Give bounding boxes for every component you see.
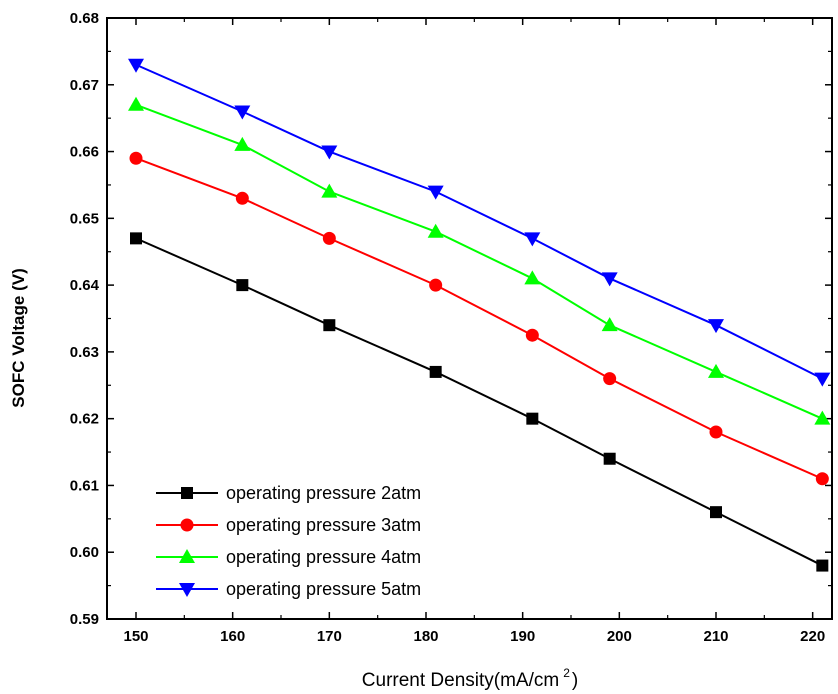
series-1: [130, 232, 829, 572]
legend-label: operating pressure 5atm: [226, 579, 421, 599]
series-line: [135, 157, 823, 480]
data-point: [321, 183, 338, 198]
y-axis-title: SOFC Voltage (V): [9, 268, 28, 407]
data-point: [429, 278, 443, 292]
y-tick-label: 0.63: [70, 344, 99, 361]
y-tick-label: 0.60: [70, 544, 99, 561]
x-axis-title-end: ): [572, 670, 578, 691]
legend-marker: [180, 518, 194, 532]
data-point: [603, 452, 616, 465]
x-tick-label: 210: [703, 628, 728, 645]
y-tick-label: 0.66: [70, 144, 99, 161]
legend-item: operating pressure 4atm: [156, 547, 421, 567]
y-tick-label: 0.64: [70, 277, 100, 294]
x-tick-label: 180: [413, 628, 438, 645]
y-tick-label: 0.67: [70, 77, 99, 94]
data-point: [234, 105, 251, 120]
x-tick-label: 150: [123, 628, 148, 645]
y-tick-label: 0.61: [70, 477, 99, 494]
y-tick-label: 0.62: [70, 411, 99, 428]
data-point: [128, 96, 144, 111]
data-point: [322, 231, 336, 245]
data-point: [815, 472, 829, 486]
legend-item: operating pressure 5atm: [156, 579, 421, 599]
legend-label: operating pressure 2atm: [226, 483, 421, 503]
series-4: [128, 58, 831, 387]
series-line: [135, 63, 823, 380]
legend-marker: [179, 549, 195, 563]
data-point: [710, 506, 722, 519]
y-tick-label: 0.59: [70, 611, 99, 628]
data-point: [814, 410, 831, 425]
x-axis-title: Current Density(mA/cm 2): [362, 666, 578, 691]
data-point: [526, 412, 539, 425]
data-point: [129, 151, 143, 165]
data-point: [814, 372, 831, 387]
legend-marker: [179, 583, 195, 597]
y-tick-label: 0.65: [70, 210, 99, 227]
series-line: [135, 103, 823, 420]
data-point: [429, 365, 442, 378]
legend-item: operating pressure 2atm: [156, 483, 421, 503]
data-point: [128, 58, 144, 73]
data-point: [427, 223, 444, 238]
data-point: [601, 272, 618, 287]
data-point: [525, 328, 539, 342]
data-point: [234, 136, 251, 151]
data-point: [235, 191, 249, 205]
data-point: [323, 319, 336, 332]
legend-label: operating pressure 3atm: [226, 515, 421, 535]
series-3: [128, 96, 831, 425]
data-point: [236, 279, 249, 292]
data-point: [816, 559, 829, 572]
legend: operating pressure 2atm operating pressur…: [156, 483, 421, 599]
x-tick-label: 200: [607, 628, 632, 645]
data-point: [524, 270, 541, 285]
data-point: [603, 372, 617, 386]
x-tick-label: 170: [317, 628, 342, 645]
data-point: [427, 185, 444, 200]
data-point: [708, 363, 724, 378]
legend-label: operating pressure 4atm: [226, 547, 421, 567]
series-2: [129, 151, 829, 486]
data-point: [130, 232, 142, 245]
plot-frame: [106, 17, 833, 620]
x-tick-label: 220: [800, 628, 825, 645]
x-axis-title-main: Current Density(mA/cm: [362, 670, 559, 691]
series-line: [135, 237, 823, 567]
data-point: [709, 425, 723, 439]
x-tick-label: 160: [220, 628, 245, 645]
data-point: [708, 319, 724, 334]
x-axis-title-superscript: 2: [563, 666, 570, 680]
legend-item: operating pressure 3atm: [156, 515, 421, 535]
y-tick-label: 0.68: [70, 10, 99, 27]
legend-marker: [181, 487, 193, 499]
x-tick-label: 190: [510, 628, 535, 645]
data-point: [321, 145, 338, 160]
data-point: [601, 317, 618, 332]
data-point: [524, 232, 541, 247]
